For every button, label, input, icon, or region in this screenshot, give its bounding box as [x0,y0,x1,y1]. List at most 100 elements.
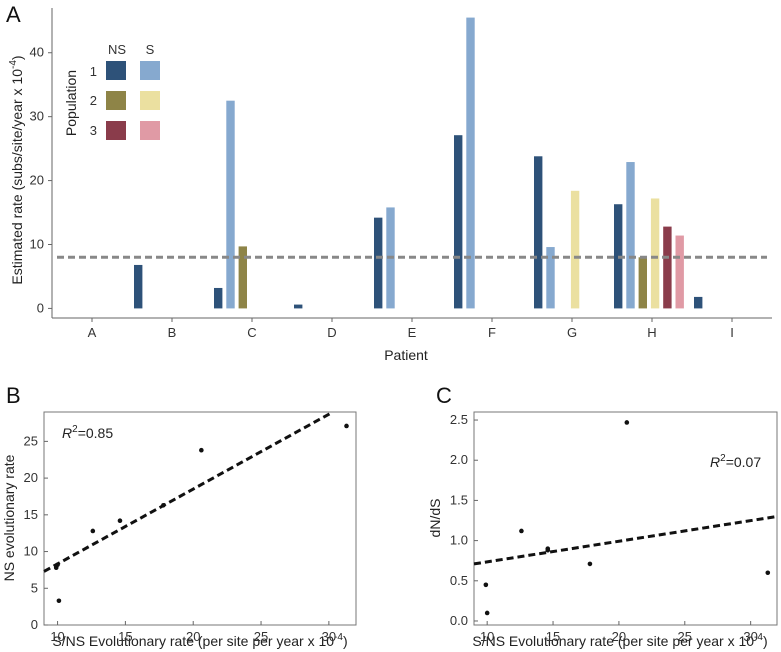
scatter-ytick-label: 1.5 [450,492,468,507]
panel-a-bar [134,264,143,309]
scatter-point [484,610,490,616]
scatter-point [624,420,630,425]
panel-a-xtick-label: B [168,325,177,340]
scatter-xtick-label: 10 [480,629,494,644]
scatter-point [344,423,349,429]
legend-title: Population [63,70,79,136]
panel-b-frame [43,411,357,626]
scatter-xtick-label: 20 [186,629,200,644]
panel-a-xtick-label: D [327,325,336,340]
panel-a-xlabel: Patient [384,347,428,363]
scatter-ytick-label: 25 [24,433,38,448]
panel-a-bar [663,226,672,309]
scatter-point [587,561,593,567]
scatter-ytick-label: 2.0 [450,452,468,467]
panel-a-bar [214,287,223,309]
scatter-xtick-label: 20 [612,629,626,644]
legend-swatch-pop3-ns [106,121,126,140]
panel-label-b: B [6,383,21,408]
scatter-xtick-label: 15 [546,629,560,644]
panel-a-xtick-label: G [567,325,577,340]
panel-a-bar [638,257,647,309]
scatter-xtick-label: 30 [322,629,336,644]
panel-a-xtick-label: A [88,325,97,340]
scatter-fit-line [473,515,778,566]
panel-a-bar [626,162,635,309]
panel-a-legend: Population NS S 1 2 3 [63,42,160,140]
panel-a-bar [374,217,383,309]
panel-a-bar [650,198,660,309]
panel-a-bar [534,156,543,309]
legend-row-3: 3 [90,123,97,138]
panel-a-bar [238,246,247,309]
legend-swatch-pop2-s [140,91,160,110]
scatter-ytick-label: 0.0 [450,613,468,628]
legend-col-ns: NS [108,42,126,57]
scatter-point [483,582,489,588]
scatter-xtick-label: 30 [743,629,757,644]
panel-a-ytick-label: 20 [30,173,44,188]
scatter-ytick-label: 0.5 [450,573,468,588]
panel-a-xtick-label: I [730,325,734,340]
panel-a-xtick-label: E [408,325,417,340]
panel-a-ytick-label: 10 [30,236,44,251]
panel-a-bar [546,247,555,309]
legend-row-2: 2 [90,93,97,108]
panel-a-ytick-label: 0 [37,300,44,315]
panel-a-bars [57,17,767,309]
scatter-point [545,546,551,551]
panel-a-xtick-label: H [647,325,656,340]
scatter-xtick-label: 25 [678,629,692,644]
scatter-xtick-label: 25 [254,629,268,644]
legend-col-s: S [146,42,155,57]
panel-b-xlabel: S/NS Evolutionary rate (per site per yea… [52,632,347,649]
panel-a-bar [454,135,463,309]
scatter-ytick-label: 2.5 [450,412,468,427]
panel-b-r2: R2=0.85 [62,424,113,441]
scatter-ytick-label: 10 [24,544,38,559]
panel-a-bar [294,304,303,309]
panel-c-plot: 10 15 20 25 30 0.0 0.5 1.0 1.5 2.0 2.5 [450,412,778,644]
scatter-point [199,447,204,453]
legend-swatch-pop1-s [140,61,160,80]
legend-swatch-pop2-ns [106,91,126,110]
legend-swatch-pop1-ns [106,61,126,80]
panel-label-c: C [436,383,452,408]
panel-a-ytick-label: 30 [30,109,44,124]
panel-a-ticks: 0 10 20 30 40 A B C D E F G H I [30,45,734,340]
scatter-ytick-label: 0 [31,617,38,632]
panel-c-frame [473,411,778,626]
panel-c-ylabel: dN/dS [427,499,443,538]
scatter-ytick-label: 5 [31,580,38,595]
panel-a-xtick-label: F [488,325,496,340]
panel-a-bar [466,17,475,309]
scatter-point [765,570,771,576]
panel-b-ylabel: NS evolutionary rate [1,454,17,581]
scatter-ytick-label: 15 [24,507,38,522]
scatter-xtick-label: 15 [118,629,132,644]
scatter-ytick-label: 20 [24,470,38,485]
scatter-point [90,528,96,534]
panel-a-xtick-label: C [247,325,256,340]
panel-a-bar [226,100,235,309]
panel-a-chart: Patient Estimated rate (subs/site/year x… [8,8,772,363]
scatter-point [56,598,62,604]
panel-a-ylabel: Estimated rate (subs/site/year x 10-4) [8,55,25,284]
panel-a-bar [675,235,684,309]
scatter-ytick-label: 1.0 [450,533,468,548]
scatter-point [117,518,123,524]
legend-row-1: 1 [90,64,97,79]
scatter-point [55,562,60,568]
panel-b-chart: S/NS Evolutionary rate (per site per yea… [1,410,357,649]
scatter-point [161,502,166,508]
legend-swatch-pop3-s [140,121,160,140]
panel-c-xlabel: S/NS Evolutionary rate (per site per yea… [472,632,767,649]
panel-c-r2: R2=0.07 [710,453,761,470]
scatter-point [519,528,524,534]
panel-c-chart: S/NS Evolutionary rate (per site per yea… [427,411,778,649]
panel-a-bar [694,296,703,309]
scatter-xtick-label: 10 [50,629,64,644]
panel-a-ytick-label: 40 [30,45,44,60]
